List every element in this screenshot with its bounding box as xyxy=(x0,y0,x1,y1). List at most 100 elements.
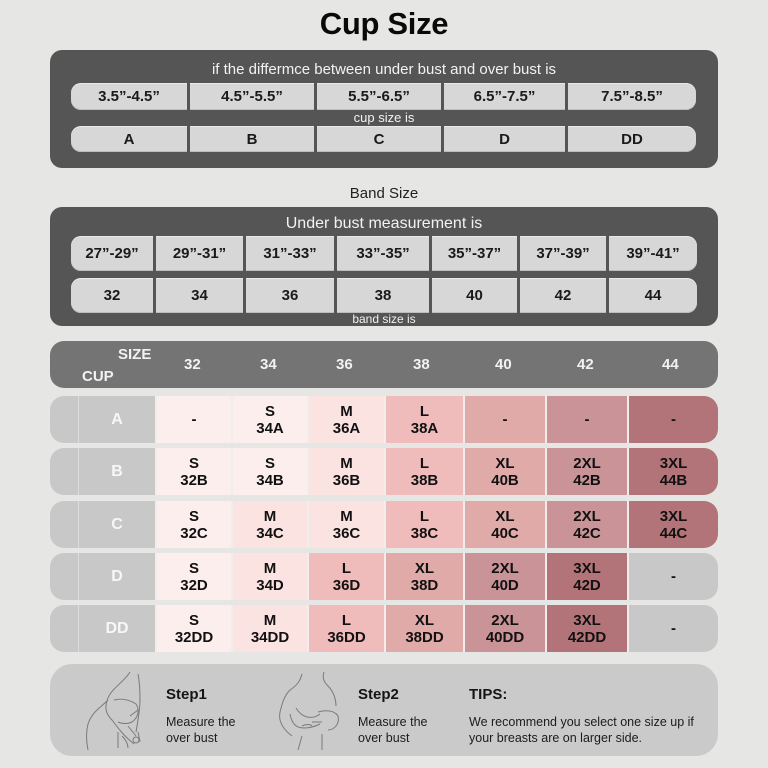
bra-size-code: 42D xyxy=(573,576,601,594)
size-cell: L 36D xyxy=(307,553,384,600)
cup-range-chip: 3.5”-4.5” xyxy=(71,83,187,110)
size-label: XL xyxy=(495,507,515,525)
size-cell: - xyxy=(627,605,718,652)
bra-size-code: 34C xyxy=(256,524,284,542)
size-cell: M 34DD xyxy=(231,605,307,652)
cup-row-label: A xyxy=(79,396,155,443)
size-cell: - xyxy=(545,396,627,443)
size-label: 2XL xyxy=(573,454,601,472)
bra-size-code: 44B xyxy=(659,471,688,489)
size-cell: L 38A xyxy=(384,396,463,443)
bra-size-code: 36D xyxy=(332,576,361,594)
bra-size-code: 34B xyxy=(256,471,284,489)
size-cell: 2XL 42C xyxy=(545,501,627,548)
band-range-row: 27”-29” 29”-31” 31”-33” 33”-35” 35”-37” … xyxy=(71,236,697,271)
band-column-header: 36 xyxy=(336,356,353,373)
step2-text-line2: over bust xyxy=(358,731,410,745)
size-matrix-row: C S 32C M 34C M 36C L 38C XL 40C 2XL 42C 3XL 44C xyxy=(50,501,718,548)
size-cell: L 38C xyxy=(384,501,463,548)
tips-text-line2: your breasts are on larger side. xyxy=(469,731,643,745)
band-range-chip: 35”-37” xyxy=(432,236,517,271)
row-lead-cap xyxy=(50,448,79,495)
measure-over-bust-sketch-icon xyxy=(86,671,141,751)
band-column-header: 44 xyxy=(662,356,679,373)
size-label: 3XL xyxy=(659,507,688,525)
bra-size-code: 32D xyxy=(180,576,208,594)
page-title: Cup Size xyxy=(319,6,449,41)
cup-range-chip: 6.5”-7.5” xyxy=(444,83,565,110)
cup-range-chip: 5.5”-6.5” xyxy=(317,83,441,110)
bra-size-code: 34DD xyxy=(250,628,290,646)
band-column-header: 32 xyxy=(184,356,201,373)
size-cell: M 34C xyxy=(231,501,307,548)
band-range-chip: 33”-35” xyxy=(337,236,429,271)
step1-text-line2: over bust xyxy=(166,731,218,745)
band-number-chip: 42 xyxy=(520,278,606,313)
size-label: S xyxy=(188,611,199,629)
tips-text-line1: We recommend you select one size up if xyxy=(469,715,694,729)
cup-row-label: B xyxy=(79,448,155,495)
size-cell: S 32DD xyxy=(155,605,231,652)
cup-row-label: D xyxy=(79,553,155,600)
band-column-header: 34 xyxy=(260,356,277,373)
bra-size-code: 36B xyxy=(332,471,361,489)
size-label: - xyxy=(671,620,676,637)
size-label: 3XL xyxy=(573,611,601,629)
size-label: S xyxy=(188,454,199,472)
size-header-label: SIZE xyxy=(118,346,152,363)
cup-row-label: DD xyxy=(79,605,155,652)
step1-text-line1: Measure the xyxy=(166,715,236,729)
cup-row-label: C xyxy=(79,501,155,548)
size-label: M xyxy=(263,611,277,629)
size-label: L xyxy=(419,454,430,472)
band-size-panel: Under bust measurement is 27”-29” 29”-31… xyxy=(50,207,718,326)
size-cell: M 34D xyxy=(231,553,307,600)
band-range-chip: 37”-39” xyxy=(520,236,606,271)
size-label: S xyxy=(188,507,199,525)
cup-range-chip: 4.5”-5.5” xyxy=(190,83,314,110)
band-number-chip: 34 xyxy=(156,278,243,313)
size-label: M xyxy=(340,507,353,525)
size-cell: 3XL 42DD xyxy=(545,605,627,652)
size-label: S xyxy=(264,402,275,420)
tips-title: TIPS: xyxy=(469,686,508,703)
cup-size-panel: if the differmce between under bust and … xyxy=(50,50,718,168)
size-cell: - xyxy=(627,396,718,443)
size-label: - xyxy=(502,411,508,428)
band-number-row: 32 34 36 38 40 42 44 xyxy=(71,278,697,313)
bra-size-code: 34D xyxy=(256,576,284,594)
cup-letter-chip: C xyxy=(317,126,441,152)
size-cell: S 32B xyxy=(155,448,231,495)
size-cell: XL 40C xyxy=(463,501,545,548)
step2-title: Step2 xyxy=(358,686,399,703)
size-cell: 2XL 40DD xyxy=(463,605,545,652)
size-cell: - xyxy=(463,396,545,443)
size-label: M xyxy=(263,507,277,525)
size-label: 2XL xyxy=(491,559,519,577)
row-lead-cap xyxy=(50,396,79,443)
size-label: S xyxy=(188,559,199,577)
bra-size-code: 42B xyxy=(573,471,601,489)
bra-size-code: 40C xyxy=(491,524,519,542)
bra-size-code: 32DD xyxy=(174,628,214,646)
size-label: L xyxy=(341,559,352,577)
band-column-header: 42 xyxy=(577,356,594,373)
bra-size-code: 38D xyxy=(410,576,439,594)
cup-letter-chip: A xyxy=(71,126,187,152)
cup-letter-row: A B C D DD xyxy=(71,126,696,152)
size-cell: M 36C xyxy=(307,501,384,548)
tips-panel: Step1 Measure the over bust Step2 Measur… xyxy=(50,664,718,756)
step2-text-line1: Measure the xyxy=(358,715,428,729)
bra-size-code: 32C xyxy=(180,524,208,542)
cup-range-row: 3.5”-4.5” 4.5”-5.5” 5.5”-6.5” 6.5”-7.5” … xyxy=(71,83,696,110)
size-cell: S 34B xyxy=(231,448,307,495)
band-range-chip: 39”-41” xyxy=(609,236,697,271)
bra-size-code: 42DD xyxy=(567,628,607,646)
bra-size-code: 36C xyxy=(332,524,361,542)
cup-range-chip: 7.5”-8.5” xyxy=(568,83,696,110)
size-cell: - xyxy=(627,553,718,600)
size-cell: 2XL 40D xyxy=(463,553,545,600)
cup-difference-caption: if the differmce between under bust and … xyxy=(211,61,557,78)
size-cell: - xyxy=(155,396,231,443)
size-cell: M 36A xyxy=(307,396,384,443)
